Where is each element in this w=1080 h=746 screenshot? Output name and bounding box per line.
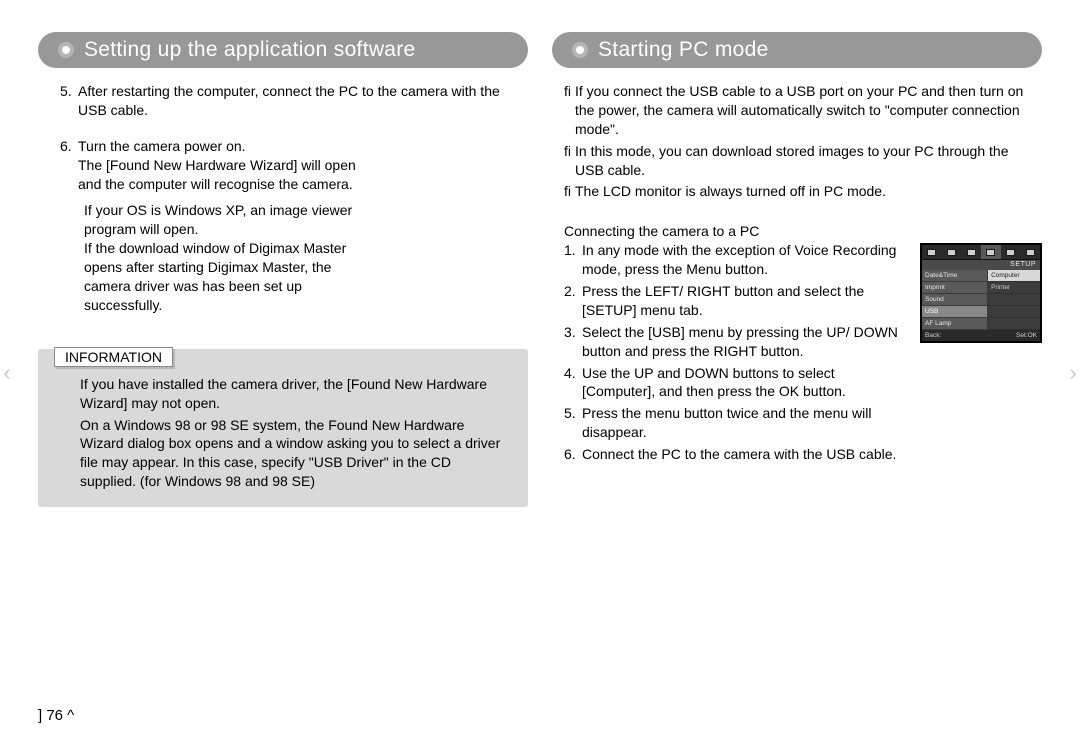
right-step-3: 3. Select the [USB] menu by pressing the… [552,323,914,361]
left-step-6-line1: Turn the camera power on. [78,137,518,156]
right-step-2: 2. Press the LEFT/ RIGHT button and sele… [552,282,914,320]
left-step-6: 6. Turn the camera power on. The [Found … [38,137,528,194]
lcd-menu-rows: Date&Time Computer Imprint Printer Sound [922,270,1040,330]
right-step-5: 5. Press the menu button twice and the m… [552,404,914,442]
right-section-title: Starting PC mode [598,38,769,62]
info-paragraph-2: On a Windows 98 or 98 SE system, the Fou… [80,416,504,492]
information-box: INFORMATION If you have installed the ca… [38,349,528,507]
right-bullet-3: ﬁ The LCD monitor is always turned off i… [552,182,1042,201]
left-step-6-line2: The [Found New Hardware Wizard] will ope… [78,156,378,194]
page-number: ] 76 ^ [38,707,74,724]
left-step-5: 5. After restarting the computer, connec… [38,82,528,120]
right-bullet-1: ﬁ If you connect the USB cable to a USB … [552,82,1042,139]
right-step-6: 6. Connect the PC to the camera with the… [552,445,914,464]
next-page-arrow[interactable]: › [1064,355,1080,391]
header-bullet-icon [572,42,588,58]
header-bullet-icon [58,42,74,58]
left-xp-note: If your OS is Windows XP, an image viewe… [38,201,378,314]
right-section-header: Starting PC mode [552,32,1042,68]
connecting-heading: Connecting the camera to a PC [552,222,1042,241]
information-label: INFORMATION [54,347,173,367]
left-section-title: Setting up the application software [84,38,416,62]
left-section-header: Setting up the application software [38,32,528,68]
info-paragraph-1: If you have installed the camera driver,… [80,375,504,413]
right-column: Starting PC mode ﬁ If you connect the US… [552,32,1042,507]
right-step-1: 1. In any mode with the exception of Voi… [552,241,914,279]
right-bullet-2: ﬁ In this mode, you can download stored … [552,142,1042,180]
lcd-footer: Back: Set:OK [922,330,1040,341]
prev-page-arrow[interactable]: ‹ [0,355,16,391]
lcd-tab-bar [922,245,1040,260]
right-step-4: 4. Use the UP and DOWN buttons to select… [552,364,914,402]
lcd-setup-label: SETUP [922,260,1040,270]
left-column: Setting up the application software 5. A… [38,32,528,507]
camera-lcd-illustration: SETUP Date&Time Computer Imprint Printer [920,243,1042,343]
